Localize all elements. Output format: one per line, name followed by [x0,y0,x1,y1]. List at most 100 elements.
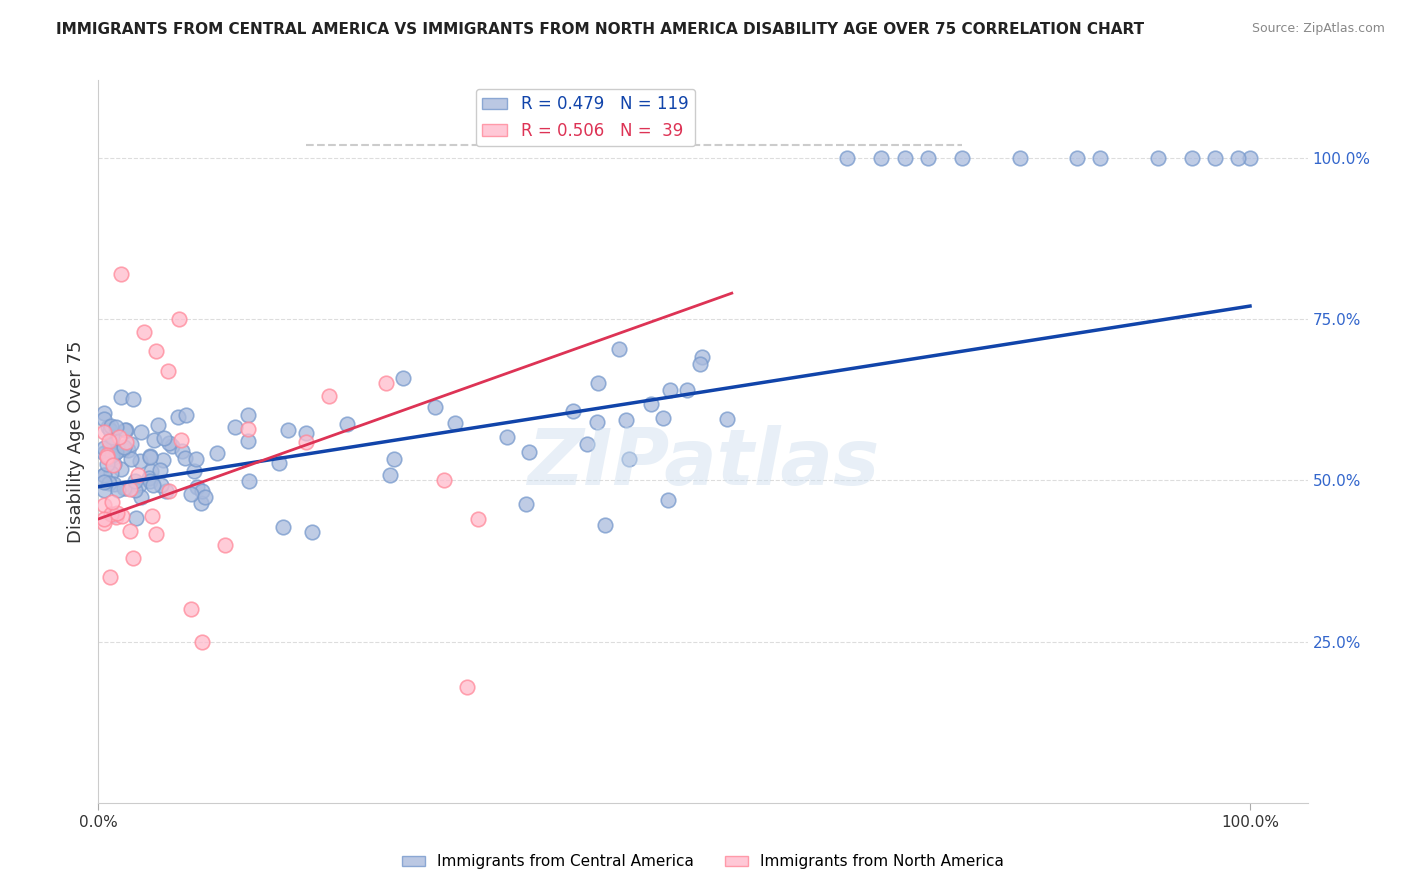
Point [97,420,120,434]
Point [107,483,129,497]
Point [103,458,125,472]
Point [114,482,136,496]
Point [104,420,127,434]
Point [93,512,115,526]
Point [142,478,165,492]
Point [110,390,132,404]
Point [236,408,259,422]
Point [101,495,124,509]
Point [893,151,915,165]
Point [152,453,174,467]
Point [93,516,115,531]
Point [425,400,447,414]
Point [294,434,316,449]
Point [657,493,679,508]
Point [96,448,118,462]
Point [139,450,162,464]
Point [129,453,152,467]
Point [104,444,127,458]
Point [112,440,135,454]
Y-axis label: Disability Age Over 75: Disability Age Over 75 [66,340,84,543]
Point [101,430,124,444]
Point [238,434,260,449]
Point [467,512,489,526]
Point [153,431,176,445]
Point [224,419,246,434]
Point [180,602,202,616]
Point [115,423,138,437]
Point [114,423,136,437]
Point [515,498,537,512]
Point [120,451,142,466]
Point [1239,151,1261,165]
Point [917,151,939,165]
Point [301,524,323,539]
Point [93,446,115,460]
Point [100,467,122,481]
Point [716,412,738,426]
Point [1227,151,1250,165]
Point [271,520,294,534]
Point [98,439,121,453]
Point [170,444,193,458]
Point [117,442,139,457]
Legend: R = 0.479   N = 119, R = 0.506   N =  39: R = 0.479 N = 119, R = 0.506 N = 39 [475,88,695,146]
Point [169,434,191,448]
Point [456,680,478,694]
Point [1090,151,1112,165]
Point [186,480,208,494]
Point [98,570,121,584]
Point [93,441,115,455]
Point [139,449,162,463]
Point [118,524,141,539]
Point [870,151,893,165]
Text: IMMIGRANTS FROM CENTRAL AMERICA VS IMMIGRANTS FROM NORTH AMERICA DISABILITY AGE : IMMIGRANTS FROM CENTRAL AMERICA VS IMMIG… [56,22,1144,37]
Point [114,434,136,449]
Point [378,468,401,483]
Point [93,483,115,498]
Point [97,475,120,490]
Point [110,461,132,475]
Text: Source: ZipAtlas.com: Source: ZipAtlas.com [1251,22,1385,36]
Point [689,357,711,371]
Point [93,425,115,439]
Point [835,151,858,165]
Point [98,450,121,465]
Point [96,457,118,471]
Point [586,415,609,429]
Point [659,384,682,398]
Point [122,392,145,406]
Point [148,417,170,432]
Point [145,527,167,541]
Point [124,474,146,488]
Point [180,487,202,501]
Point [120,482,142,496]
Point [107,430,129,444]
Point [142,433,165,447]
Point [98,434,121,449]
Point [191,634,214,648]
Point [607,343,630,357]
Point [160,439,183,453]
Point [1204,151,1226,165]
Point [690,351,713,365]
Point [617,451,640,466]
Point [186,452,208,467]
Point [98,423,121,437]
Point [122,550,145,565]
Point [111,509,134,524]
Point [155,483,177,498]
Point [103,458,125,472]
Point [214,538,236,552]
Point [433,473,456,487]
Point [391,371,413,385]
Point [105,506,128,520]
Point [174,408,197,422]
Point [103,508,125,522]
Point [120,436,142,450]
Point [174,450,197,465]
Text: ZIPatlas: ZIPatlas [527,425,879,501]
Point [614,413,637,427]
Point [131,490,153,504]
Point [157,436,180,450]
